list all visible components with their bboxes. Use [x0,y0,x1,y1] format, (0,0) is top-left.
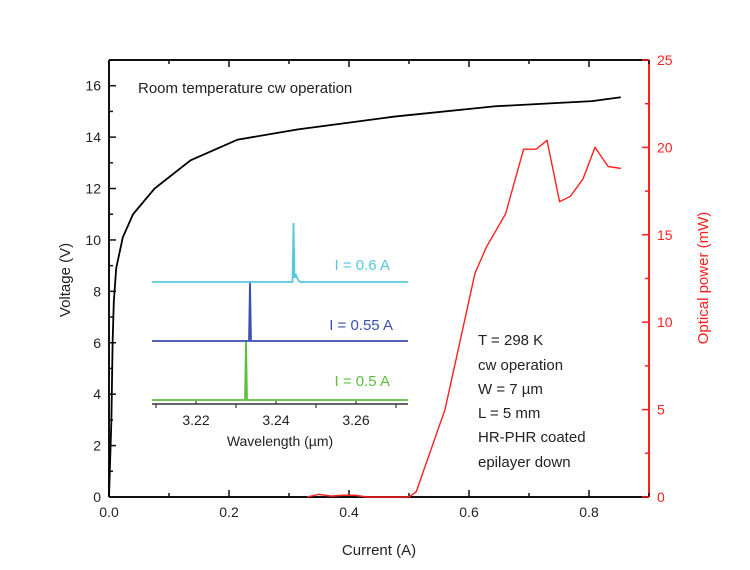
y-left-tick-label: 16 [85,78,101,94]
y-left-tick-label: 2 [93,438,101,454]
x-tick-label: 0.6 [459,504,479,520]
annotation-line: HR-PHR coated [478,429,586,446]
y-right-tick-label: 20 [657,139,673,155]
annotation-line: cw operation [478,357,563,374]
x-tick-label: 0.0 [99,504,119,520]
x-axis-label: Current (A) [342,542,416,559]
y-right-tick-label: 25 [657,52,673,68]
y-right-tick-label: 0 [657,489,665,505]
y-left-axis-label: Voltage (V) [57,243,74,317]
x-tick-label: 0.2 [219,504,239,520]
inset-x-tick-label: 3.22 [182,412,209,428]
y-left-tick-label: 6 [93,335,101,351]
y-left-tick-label: 4 [93,386,101,402]
inset-legend-2: I = 0.6 A [335,257,390,274]
voltage-line [108,96,621,498]
inset-legend-0: I = 0.5 A [335,373,390,390]
y-left-tick-label: 0 [93,489,101,505]
y-left-tick-label: 12 [85,181,101,197]
y-right-axis-label: Optical power (mW) [695,212,712,345]
inset-x-tick-label: 3.26 [342,412,369,428]
y-left-tick-label: 8 [93,283,101,299]
annotation-top: Room temperature cw operation [138,80,352,97]
x-tick-label: 0.4 [339,504,359,520]
inset-legend-1: I = 0.55 A [329,317,393,334]
inset-spectrum-2 [152,222,408,283]
annotation-line: W = 7 µm [478,381,543,398]
inset-spectrum-0 [152,340,408,401]
annotation-line: epilayer down [478,454,571,471]
y-left-tick-label: 10 [85,232,101,248]
y-right-tick-label: 5 [657,402,665,418]
y-right-tick-label: 10 [657,314,673,330]
power-line [306,139,621,498]
inset-x-axis-label: Wavelength (µm) [227,433,333,449]
y-right-tick-label: 15 [657,227,673,243]
annotation-line: L = 5 mm [478,405,540,422]
annotation-line: T = 298 K [478,332,543,349]
annotation-box: T = 298 K cw operation W = 7 µm L = 5 mm… [478,332,586,471]
y-left-tick-label: 14 [85,129,101,145]
inset-x-tick-label: 3.24 [262,412,289,428]
x-tick-label: 0.8 [579,504,599,520]
